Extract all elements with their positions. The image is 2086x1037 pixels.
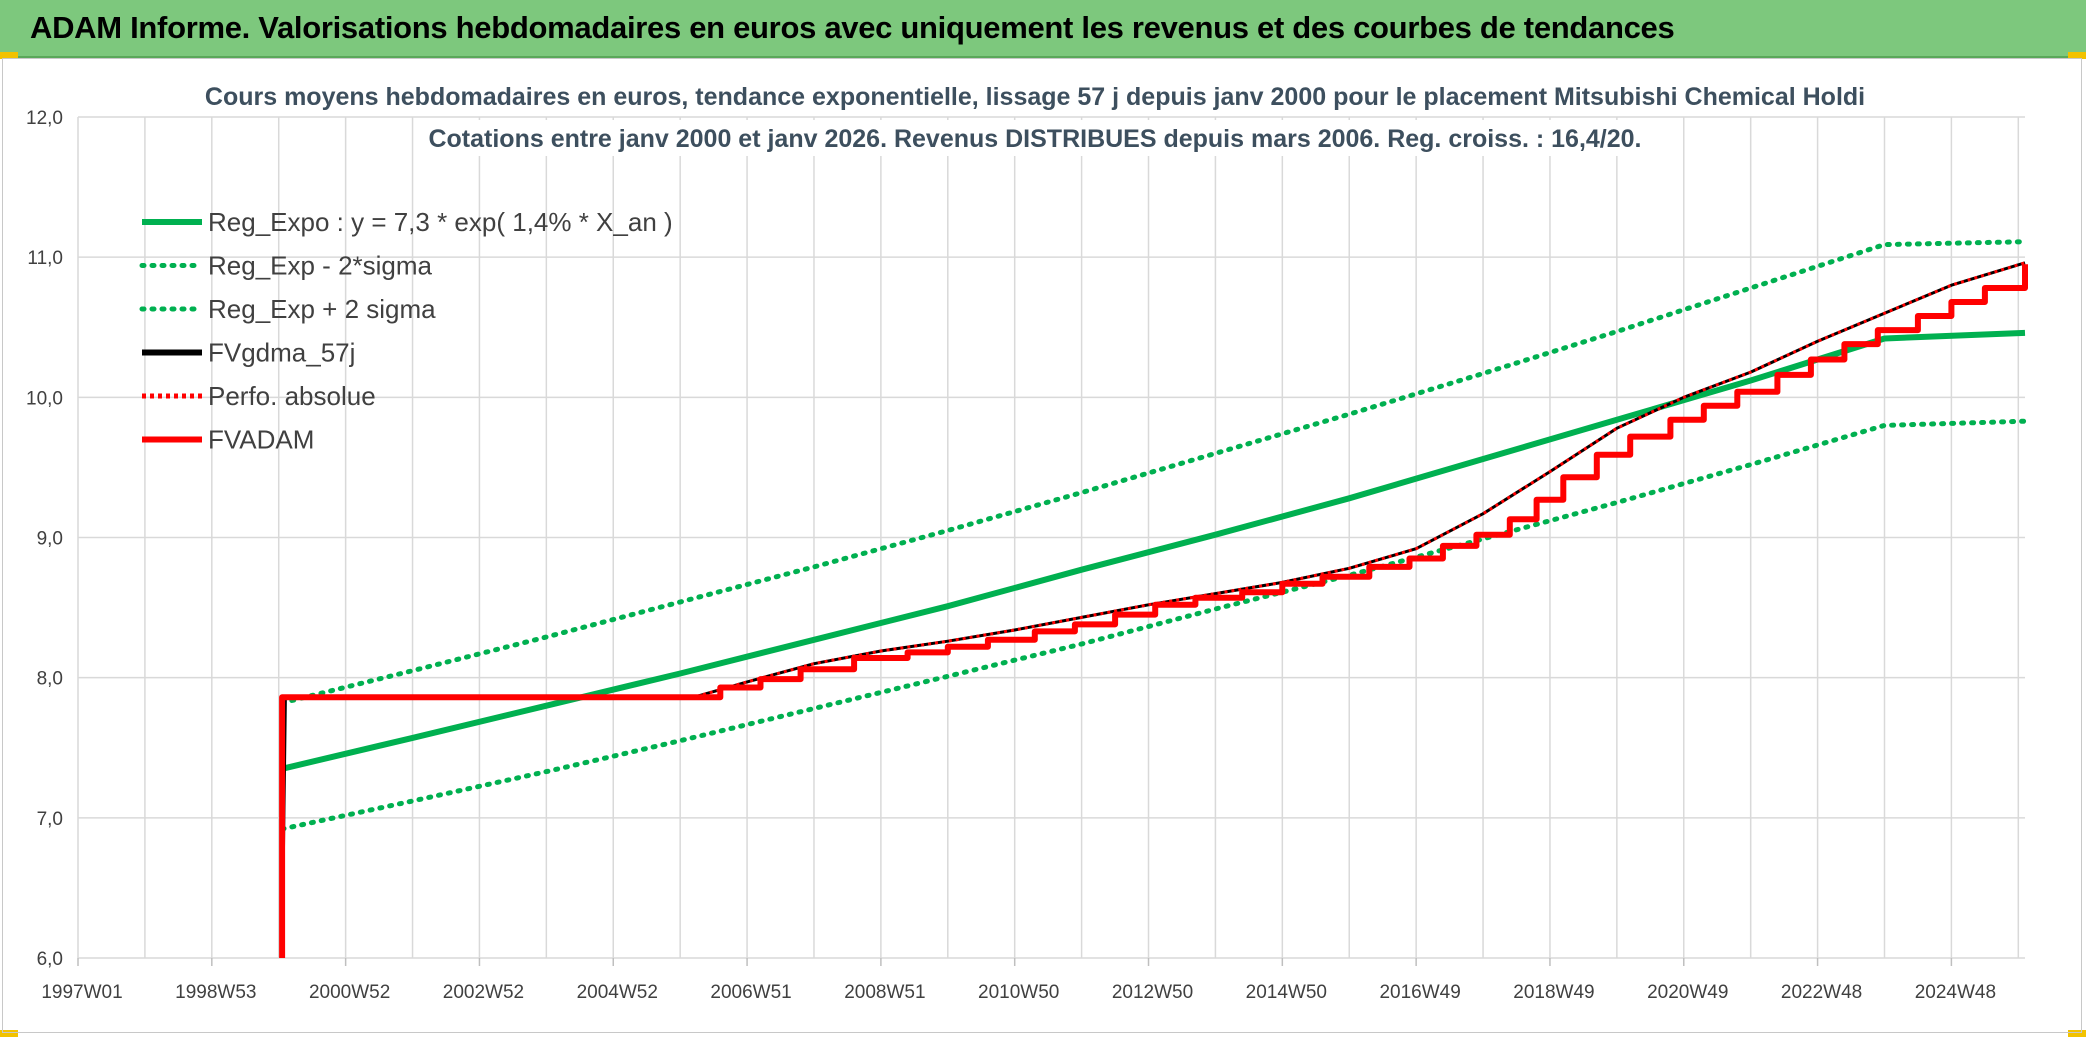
y-tick-label: 9,0: [37, 529, 63, 550]
report-banner: ADAM Informe. Valorisations hebdomadaire…: [0, 0, 2086, 58]
x-tick-label: 2018W49: [1513, 982, 1594, 1003]
y-axis-ticks: 6,0 7,0 8,0 9,0 10,0 11,0 12,0: [26, 108, 63, 970]
x-tick-label: 2002W52: [443, 982, 524, 1003]
y-tick-label: 12,0: [26, 108, 63, 129]
x-tick-label: 2004W52: [577, 982, 658, 1003]
legend-label: Reg_Exp - 2*sigma: [208, 251, 433, 281]
legend-label: FVADAM: [208, 425, 314, 455]
x-tick-label: 2020W49: [1647, 982, 1728, 1003]
legend-label: Perfo. absolue: [208, 381, 376, 411]
report-title: ADAM Informe. Valorisations hebdomadaire…: [30, 10, 1675, 45]
x-tick-label: 1998W53: [175, 982, 256, 1003]
legend-label: FVgdma_57j: [208, 338, 355, 368]
chart-title-bg: [420, 120, 1650, 156]
chart-title-line: Cotations entre janv 2000 et janv 2026. …: [428, 125, 1641, 153]
x-tick-label: 2008W51: [844, 982, 925, 1003]
legend: Reg_Expo : y = 7,3 * exp( 1,4% * X_an ) R…: [139, 207, 673, 455]
legend-label: Reg_Expo : y = 7,3 * exp( 1,4% * X_an ): [208, 207, 673, 237]
x-tick-label: 2016W49: [1379, 982, 1460, 1003]
series-line-5: [279, 264, 2028, 958]
series-line-0: [281, 329, 2026, 772]
x-tick-label: 2012W50: [1112, 982, 1193, 1003]
y-tick-label: 10,0: [26, 388, 63, 409]
y-tick-label: 7,0: [37, 809, 63, 830]
corner-mark-bottom-left: [0, 1030, 18, 1037]
x-tick-label: 2014W50: [1246, 982, 1327, 1003]
x-tick-label: 2024W48: [1915, 982, 1996, 1003]
x-tick-label: 1997W01: [41, 982, 122, 1003]
x-tick-label: 2000W52: [309, 982, 390, 1003]
x-axis-ticks: 1997W01 1998W53 2000W52 2002W52 2004W52 2006W…: [41, 958, 1996, 1003]
series-line-2: [279, 239, 2028, 706]
series-line-1: [279, 418, 2028, 832]
gridlines: [77, 116, 2025, 959]
chart-title-bg: [196, 78, 1874, 114]
chart-title-line: Cours moyens hebdomadaires en euros, ten…: [205, 83, 1865, 111]
y-tick-label: 6,0: [37, 949, 63, 970]
chart-frame: [2, 58, 2082, 1033]
corner-mark-bottom-right: [2068, 1030, 2086, 1037]
y-tick-label: 11,0: [27, 248, 63, 269]
corner-mark-right: [2068, 52, 2086, 59]
chart-title: Cours moyens hebdomadaires en euros, ten…: [196, 78, 1874, 156]
y-tick-label: 8,0: [37, 669, 63, 690]
legend-label: Reg_Exp + 2 sigma: [208, 294, 436, 324]
x-tick-label: 2022W48: [1781, 982, 1862, 1003]
x-tick-label: 2006W51: [710, 982, 791, 1003]
x-tick-label: 2010W50: [978, 982, 1059, 1003]
corner-mark-left: [0, 52, 18, 59]
series-lines: [279, 239, 2028, 959]
